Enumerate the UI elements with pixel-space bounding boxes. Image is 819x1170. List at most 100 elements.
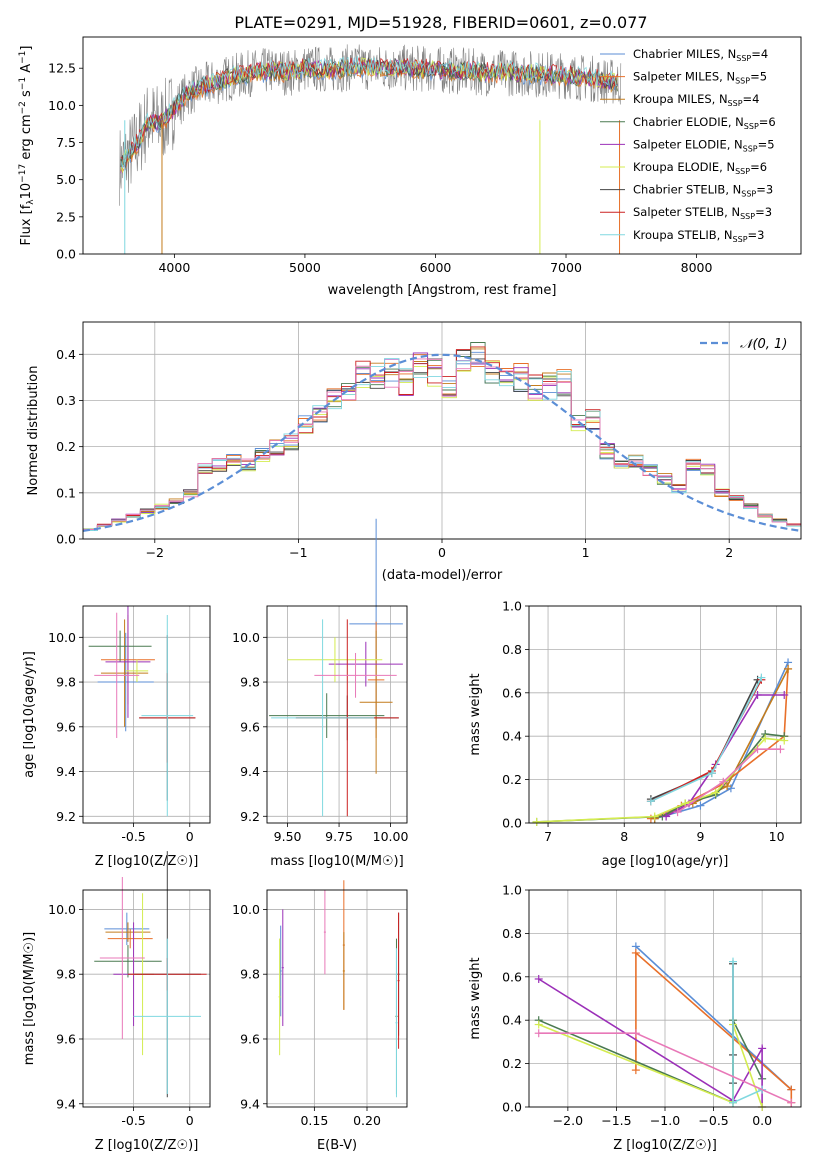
spectrum-legend: Chabrier MILES, NSSP=4 Salpeter MILES, NS… xyxy=(600,47,776,244)
y-tick-label: 0.0 xyxy=(56,247,76,262)
x-tick-label: 10 xyxy=(769,829,785,844)
x-tick-label: -0.5 xyxy=(121,829,145,844)
y-tick-label: 9.6 xyxy=(240,1031,260,1046)
legend-label: Salpeter STELIB, NSSP=3 xyxy=(633,205,772,221)
legend-label: Kroupa STELIB, NSSP=3 xyxy=(633,228,764,244)
y-tick-label: 9.6 xyxy=(56,1031,76,1046)
figure-title: PLATE=0291, MJD=51928, FIBERID=0601, z=0… xyxy=(234,13,647,32)
series-line-3 xyxy=(538,978,763,1107)
x-axis-label: E(B-V) xyxy=(317,1138,357,1153)
mass-vs-ebv-panel: 0.15 0.20 9.4 9.6 9.8 10.0 E(B-V) xyxy=(232,880,408,1153)
legend-label: Salpeter MILES, NSSP=5 xyxy=(633,70,767,86)
series-line-8 xyxy=(650,677,763,803)
x-tick-label: 5000 xyxy=(289,260,321,275)
spectrum-panel: 4000 5000 6000 7000 8000 0.0 2.5 5.0 7.5 10.0 12.5… xyxy=(18,36,802,298)
axes-frame xyxy=(82,605,211,824)
x-tick-label: −2 xyxy=(146,545,164,560)
y-tick-label: 9.8 xyxy=(240,675,260,690)
x-axis-label: Z [log10(Z/Z☉)] xyxy=(95,1138,199,1153)
y-tick-label: 0.2 xyxy=(56,439,76,454)
x-tick-label: 9 xyxy=(696,829,704,844)
y-tick-label: 0.2 xyxy=(502,1056,522,1071)
legend-label: Chabrier MILES, NSSP=4 xyxy=(633,47,768,63)
y-tick-label: 0.4 xyxy=(502,1013,522,1028)
series-line-9 xyxy=(677,748,781,813)
model-spectrum-0 xyxy=(120,60,618,171)
y-tick-label: 10.0 xyxy=(232,902,260,917)
histogram-9 xyxy=(83,358,801,530)
legend-label: 𝒩(0, 1) xyxy=(740,337,787,352)
y-axis-label: mass weight xyxy=(468,673,483,755)
axes-frame xyxy=(528,889,802,1108)
y-tick-label: 0.2 xyxy=(502,772,522,787)
series-line-1 xyxy=(635,951,793,1103)
y-tick-label: 1.0 xyxy=(502,883,522,898)
series-line-4 xyxy=(538,1023,763,1108)
x-axis-label: age [log10(age/yr)] xyxy=(602,854,729,869)
axes-frame xyxy=(266,889,408,1108)
y-tick-label: 2.5 xyxy=(56,209,76,224)
y-tick-label: 0.0 xyxy=(502,1100,522,1115)
y-tick-label: 5.0 xyxy=(56,172,76,187)
y-tick-label: 9.8 xyxy=(56,675,76,690)
y-tick-label: 0.3 xyxy=(56,393,76,408)
y-tick-label: 9.4 xyxy=(56,764,76,779)
x-tick-label: 9.75 xyxy=(325,829,353,844)
x-tick-label: 6000 xyxy=(420,260,452,275)
y-tick-label: 10.0 xyxy=(48,902,76,917)
gaussian-reference xyxy=(82,353,802,532)
y-tick-label: 0.1 xyxy=(56,485,76,500)
x-tick-label: −1 xyxy=(289,545,307,560)
x-axis-label: Z [log10(Z/Z☉)] xyxy=(613,1138,717,1153)
axes-frame xyxy=(82,36,802,255)
series-line-0 xyxy=(654,662,789,820)
y-axis-label: mass weight xyxy=(468,957,483,1039)
legend-label: Chabrier ELODIE, NSSP=6 xyxy=(633,115,776,131)
y-tick-label: 0.0 xyxy=(56,532,76,547)
x-tick-label: 0 xyxy=(186,829,194,844)
mass-vs-z-panel: -0.5 0 9.4 9.6 9.8 10.0 Z [log10(Z/Z☉)] mass [l… xyxy=(22,851,211,1153)
x-tick-label: 8 xyxy=(620,829,628,844)
y-tick-label: 10.0 xyxy=(48,98,76,113)
y-tick-label: 0.8 xyxy=(502,926,522,941)
legend-label: Salpeter ELODIE, NSSP=5 xyxy=(633,137,775,153)
y-tick-label: 9.4 xyxy=(240,1096,260,1111)
x-tick-label: 4000 xyxy=(158,260,190,275)
y-axis-label: Normed distribution xyxy=(26,366,41,496)
legend-label: Kroupa MILES, NSSP=4 xyxy=(633,92,759,108)
x-tick-label: 0.0 xyxy=(752,1113,772,1128)
model-spectrum-8 xyxy=(120,55,618,169)
massweight-vs-age-panel: 7 8 9 10 0.0 0.2 0.4 0.6 0.8 1.0 age [log10(age/yr… xyxy=(468,599,802,869)
x-tick-label: −2.0 xyxy=(553,1113,583,1128)
legend-label: Kroupa ELODIE, NSSP=6 xyxy=(633,160,767,176)
axes-frame xyxy=(82,889,211,1108)
series-line-2 xyxy=(654,668,789,820)
y-tick-label: 9.6 xyxy=(56,719,76,734)
y-axis-label: Flux [fλ10−17 erg cm−2 s−1 A−1] xyxy=(18,46,36,246)
x-tick-label: -0.5 xyxy=(121,1113,145,1128)
y-tick-label: 10.0 xyxy=(232,630,260,645)
y-tick-label: 7.5 xyxy=(56,135,76,150)
y-tick-label: 0.6 xyxy=(502,685,522,700)
series-line-1 xyxy=(650,668,789,820)
x-tick-label: 0.15 xyxy=(300,1113,328,1128)
series-line-7 xyxy=(650,679,763,803)
x-axis-label: Z [log10(Z/Z☉)] xyxy=(95,854,199,869)
y-tick-label: 9.4 xyxy=(56,1096,76,1111)
axes-frame xyxy=(266,605,408,824)
y-tick-label: 0.8 xyxy=(502,642,522,657)
x-tick-label: −1.0 xyxy=(650,1113,680,1128)
series-line-0 xyxy=(635,945,792,1091)
y-axis-label: age [log10(age/yr)] xyxy=(22,651,37,778)
y-tick-label: 9.2 xyxy=(240,809,260,824)
y-tick-label: 0.4 xyxy=(502,729,522,744)
model-spectrum-6 xyxy=(120,57,618,169)
y-tick-label: 0.4 xyxy=(56,347,76,362)
x-tick-label: 2 xyxy=(725,545,733,560)
age-vs-mass-panel: 9.50 9.75 10.00 9.2 9.4 9.6 9.8 10.0 mass [log10… xyxy=(232,518,408,869)
x-tick-label: 1 xyxy=(582,545,590,560)
age-vs-z-panel: -0.5 0 9.2 9.4 9.6 9.8 10.0 Z [log10(Z/Z☉)] age … xyxy=(22,605,211,869)
x-tick-label: −1.5 xyxy=(601,1113,631,1128)
y-tick-label: 10.0 xyxy=(48,630,76,645)
